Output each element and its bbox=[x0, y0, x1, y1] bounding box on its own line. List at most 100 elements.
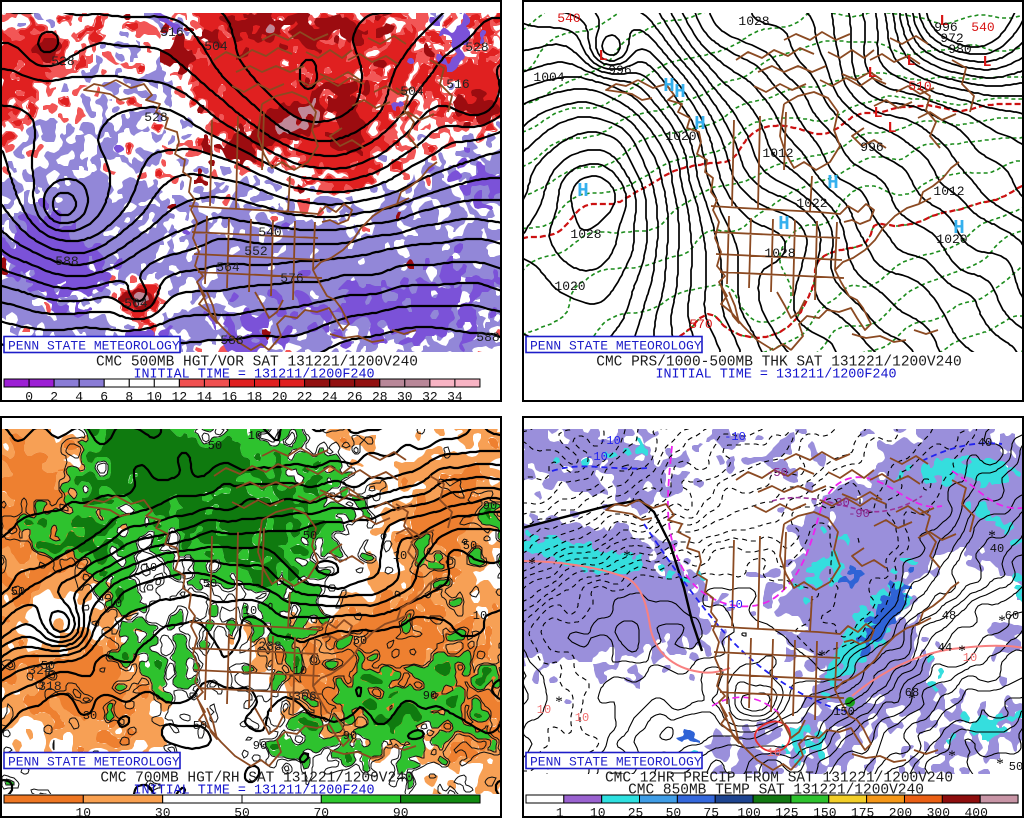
svg-text:INITIAL TIME = 131211/1200F240: INITIAL TIME = 131211/1200F240 bbox=[655, 368, 896, 383]
svg-text:576: 576 bbox=[280, 271, 303, 286]
svg-text:*: * bbox=[996, 756, 1004, 772]
svg-text:1028: 1028 bbox=[738, 14, 769, 29]
svg-text:10: 10 bbox=[75, 806, 91, 820]
svg-text:1012: 1012 bbox=[933, 184, 964, 199]
svg-text:*: * bbox=[988, 528, 996, 544]
svg-text:H: H bbox=[577, 180, 588, 202]
svg-text:-90: -90 bbox=[848, 507, 870, 521]
svg-text:528: 528 bbox=[51, 54, 74, 69]
svg-text:50: 50 bbox=[41, 659, 55, 673]
svg-text:100: 100 bbox=[737, 806, 760, 820]
svg-text:-50: -50 bbox=[766, 466, 788, 480]
svg-text:588: 588 bbox=[220, 333, 243, 348]
svg-text:0: 0 bbox=[25, 390, 33, 405]
svg-text:-30: -30 bbox=[828, 496, 850, 510]
svg-text:40: 40 bbox=[990, 542, 1004, 556]
svg-text:50: 50 bbox=[303, 529, 317, 543]
svg-text:1020: 1020 bbox=[936, 232, 967, 247]
svg-text:-10: -10 bbox=[724, 430, 746, 444]
svg-text:*: * bbox=[555, 694, 563, 710]
svg-text:10: 10 bbox=[108, 597, 122, 611]
svg-text:50: 50 bbox=[666, 806, 682, 820]
svg-text:2: 2 bbox=[50, 390, 58, 405]
svg-text:H: H bbox=[953, 217, 964, 239]
svg-text:150: 150 bbox=[833, 705, 855, 719]
svg-text:10: 10 bbox=[146, 390, 162, 405]
svg-text:34: 34 bbox=[447, 390, 463, 405]
svg-text:50: 50 bbox=[203, 577, 217, 591]
svg-text:588: 588 bbox=[476, 330, 499, 345]
svg-text:50: 50 bbox=[353, 634, 367, 648]
svg-text:*: * bbox=[908, 691, 916, 707]
svg-text:30: 30 bbox=[155, 806, 171, 820]
svg-text:30: 30 bbox=[83, 709, 97, 723]
svg-text:20: 20 bbox=[272, 390, 288, 405]
svg-text:44: 44 bbox=[938, 641, 952, 655]
svg-text:510: 510 bbox=[908, 79, 931, 94]
svg-text:10: 10 bbox=[590, 806, 606, 820]
svg-text:996: 996 bbox=[934, 20, 957, 35]
svg-text:*: * bbox=[958, 643, 966, 659]
svg-text:H: H bbox=[663, 75, 674, 97]
svg-text:10: 10 bbox=[473, 609, 487, 623]
svg-text:L: L bbox=[867, 65, 876, 82]
svg-text:68: 68 bbox=[905, 686, 919, 700]
svg-text:14: 14 bbox=[197, 390, 213, 405]
svg-text:300: 300 bbox=[927, 806, 950, 820]
svg-text:50: 50 bbox=[208, 439, 222, 453]
svg-text:10: 10 bbox=[293, 664, 307, 678]
svg-text:H: H bbox=[778, 213, 789, 235]
svg-text:1: 1 bbox=[556, 806, 564, 820]
svg-text:996: 996 bbox=[860, 140, 883, 155]
svg-text:*: * bbox=[528, 556, 536, 572]
svg-text:26: 26 bbox=[347, 390, 363, 405]
svg-text:L: L bbox=[982, 54, 991, 71]
svg-text:528: 528 bbox=[144, 110, 167, 125]
svg-text:504: 504 bbox=[204, 39, 228, 54]
svg-text:22: 22 bbox=[297, 390, 313, 405]
svg-text:10: 10 bbox=[767, 746, 781, 760]
svg-text:50: 50 bbox=[1009, 760, 1023, 774]
svg-text:L: L bbox=[906, 53, 915, 70]
svg-text:90: 90 bbox=[423, 689, 437, 703]
svg-text:-10: -10 bbox=[599, 434, 621, 448]
svg-text:90: 90 bbox=[393, 806, 409, 820]
svg-text:40: 40 bbox=[978, 436, 992, 450]
svg-text:306: 306 bbox=[293, 689, 316, 704]
svg-text:400: 400 bbox=[964, 806, 987, 820]
svg-text:L: L bbox=[598, 48, 607, 65]
svg-text:-10: -10 bbox=[721, 598, 743, 612]
svg-text:552: 552 bbox=[244, 244, 267, 259]
svg-text:60: 60 bbox=[1005, 609, 1019, 623]
svg-text:570: 570 bbox=[689, 317, 712, 332]
svg-text:10: 10 bbox=[963, 651, 977, 665]
svg-text:996: 996 bbox=[608, 63, 631, 78]
svg-text:L: L bbox=[873, 105, 882, 122]
svg-text:10: 10 bbox=[575, 711, 589, 725]
svg-text:528: 528 bbox=[465, 40, 488, 55]
svg-text:16: 16 bbox=[222, 390, 238, 405]
svg-text:75: 75 bbox=[703, 806, 719, 820]
svg-text:10: 10 bbox=[243, 604, 257, 618]
svg-text:6: 6 bbox=[100, 390, 108, 405]
svg-text:18: 18 bbox=[247, 390, 263, 405]
svg-text:564: 564 bbox=[124, 296, 148, 311]
svg-text:25: 25 bbox=[628, 806, 644, 820]
svg-text:-10: -10 bbox=[586, 450, 608, 464]
svg-text:90: 90 bbox=[343, 729, 357, 743]
svg-text:*: * bbox=[948, 748, 956, 764]
svg-text:564: 564 bbox=[216, 260, 240, 275]
svg-text:*: * bbox=[998, 613, 1006, 629]
svg-text:CMC 500MB HGT/VOR SAT 131221/1: CMC 500MB HGT/VOR SAT 131221/1200V240 bbox=[96, 355, 418, 371]
svg-text:10: 10 bbox=[393, 549, 407, 563]
svg-text:4: 4 bbox=[75, 390, 83, 405]
svg-text:PENN STATE METEOROLOGY: PENN STATE METEOROLOGY bbox=[8, 755, 180, 770]
svg-text:980: 980 bbox=[948, 42, 971, 57]
svg-text:H: H bbox=[674, 81, 685, 103]
svg-text:CMC PRS/1000-500MB THK SAT 131: CMC PRS/1000-500MB THK SAT 131221/1200V2… bbox=[596, 355, 961, 371]
svg-text:540: 540 bbox=[258, 225, 281, 240]
svg-text:540: 540 bbox=[971, 20, 994, 35]
svg-text:200: 200 bbox=[889, 806, 912, 820]
svg-text:10: 10 bbox=[537, 703, 551, 717]
svg-text:516: 516 bbox=[160, 25, 183, 40]
